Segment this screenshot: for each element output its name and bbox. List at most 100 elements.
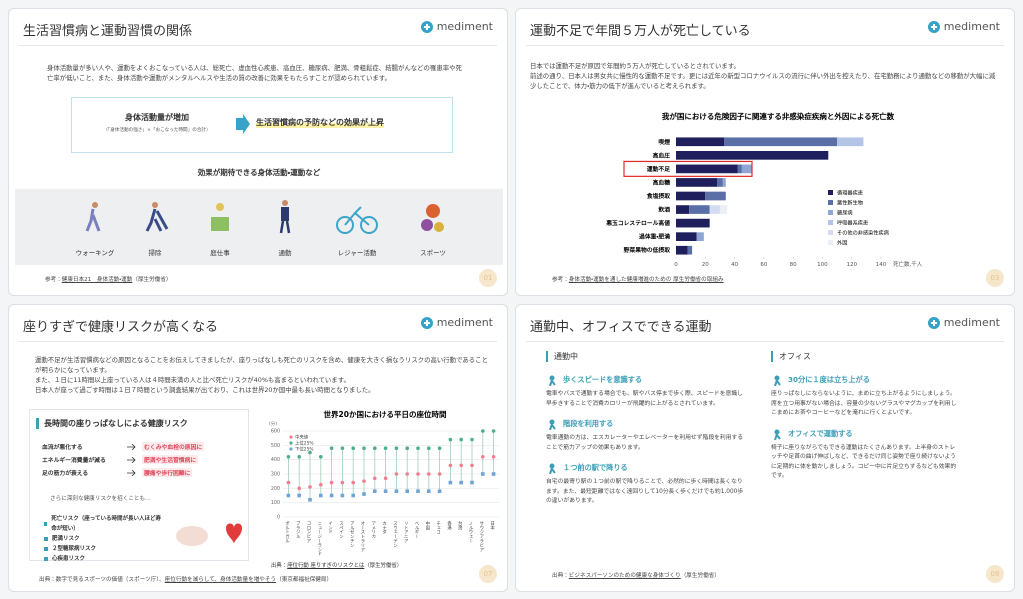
dot [394, 446, 399, 450]
category-label: 悪玉コレステロール高値 [606, 219, 670, 227]
legend-label: 悪性新生物 [837, 199, 863, 207]
legend-swatch [828, 240, 833, 245]
legend-swatch [289, 441, 293, 445]
divider [526, 341, 1004, 342]
item-heading: １つ前の駅で降りる [546, 462, 746, 474]
column-heading: 通勤中 [546, 351, 746, 362]
dot [459, 480, 463, 485]
item: １つ前の駅で降りる 自宅の最寄り駅の１つ前の駅で降りることで、必然的に歩く時間は長… [546, 462, 746, 507]
category-label: コロンビア [306, 521, 311, 544]
dot [437, 489, 442, 493]
dot [405, 446, 409, 450]
page-number: 08 [986, 565, 1004, 583]
dot [470, 463, 474, 468]
dot [308, 498, 312, 502]
x-tick-label: 60 [760, 262, 767, 268]
body-text: 身体活動量が多い人や、運動をよくおこなっている人は、総死亡、虚血性心疾患、高血圧… [47, 64, 462, 82]
x-tick-label: 20 [702, 262, 709, 268]
page-number: 07 [479, 565, 497, 583]
body-text: 日本では運動不足が原因で年間約５万人が死亡しているとされています。 前述の通り、… [530, 61, 1000, 91]
dot [286, 480, 291, 485]
brand-icon [420, 316, 433, 329]
item-title: オフィスで運動する [788, 428, 853, 438]
bar-segment [737, 164, 742, 174]
item-text: 座りっぱなしにならないように、まめに立ち上がるようにしましょう。席を立つ用事がな… [771, 391, 957, 416]
lead-text: さらに深刻な健康リスクを招くことも… [50, 496, 151, 502]
heart [226, 523, 242, 544]
bar-segment [689, 205, 710, 214]
brand-icon [927, 316, 940, 329]
category-label: アメリカ [371, 521, 376, 540]
brand-icon [927, 20, 940, 33]
bar-segment [741, 164, 753, 174]
category-label: 食塩摂取 [646, 192, 670, 200]
box-left: 身体活動量が増加 [125, 113, 189, 122]
effect: 腰痛や歩行困難に [142, 468, 193, 477]
dot [297, 455, 301, 459]
slide: 座りすぎで健康リスクが高くなる mediment 運動不足が生活習慣病などの原因… [8, 304, 508, 592]
slide-title: 通勤中、オフィスでできる運動 [530, 320, 712, 335]
activity-label: 庭仕事 [210, 249, 230, 257]
source-link[interactable]: 座位行動を減らして、身体活動量を増やそう [164, 577, 277, 583]
slide-title: 座りすぎで健康リスクが高くなる [23, 320, 219, 335]
legend-swatch [828, 200, 833, 205]
category-label: 台湾 [457, 520, 462, 531]
x-axis-label: 死亡数,千人 [893, 260, 923, 268]
risk-item: 死亡リスク（座っている時間が長い人ほど寿命が短い） [44, 514, 164, 534]
brand: mediment [927, 316, 1000, 329]
brand-icon [420, 20, 433, 33]
bar-segment [687, 245, 693, 255]
activity-label: ウォーキング [75, 249, 115, 257]
source: 出典：ビジネスパーソンのための健康な身体づくり（厚生労働省） [552, 571, 720, 579]
box-left-note: （「身体活動の強さ」×「おこなった時間」の合計） [103, 128, 211, 133]
icon-cleaning [145, 202, 169, 232]
item-heading: 歩くスピードを意識する [546, 374, 746, 386]
brand-name: mediment [943, 316, 1000, 329]
slide-title: 生活習慣病と運動習慣の関係 [23, 24, 193, 39]
dot [308, 450, 312, 455]
risk-text: 死亡リスク（座っている時間が長い人ほど寿命が短い） [51, 516, 162, 532]
dot [481, 455, 485, 459]
source-link[interactable]: 座位行動 座りすぎのリスクとは [287, 563, 365, 569]
cause: 足の筋力が衰える [42, 471, 89, 477]
source-org: （厚生労働省） [132, 277, 172, 283]
dot [405, 489, 409, 493]
legend-label: 上位25% [295, 440, 314, 447]
item-text: 椅子に座りながらでもできる運動はたくさんあります。上半身のストレッチや足首の曲げ… [771, 444, 957, 480]
dot [319, 493, 323, 498]
icon-garden [211, 203, 229, 231]
bullet [44, 547, 48, 551]
dot [383, 489, 388, 493]
source-link[interactable]: 健康日本21 身体活動・運動 [61, 277, 133, 283]
paragraph: また、１日に11時間以上座っている人は４時間未満の人と比べ死亡リスクが40%も高… [35, 376, 350, 384]
source-org: （厚生労働省） [680, 573, 720, 579]
bar-segment [696, 232, 704, 242]
legend-swatch [289, 447, 293, 451]
effect: 肥満や生活習慣病に [142, 455, 199, 464]
legend-label: 循環器疾患 [837, 189, 863, 197]
dot [427, 446, 431, 450]
source-link[interactable]: 身体活動・運動を通した健康増進のための 厚生労働省の取組み [568, 277, 724, 283]
icon-commute [279, 200, 291, 234]
bar-segment [676, 191, 706, 201]
source-link[interactable]: ビジネスパーソンのための健康な身体づくり [568, 573, 681, 579]
category-label: 中国 [425, 520, 430, 531]
icon-shape [774, 433, 781, 440]
source-label: 参考： [552, 277, 569, 283]
arrow-shape [127, 443, 136, 450]
dot [470, 437, 474, 442]
category-label: カナダ [382, 521, 387, 536]
risk-item: 心疾患リスク [44, 554, 164, 564]
legend-swatch [828, 210, 833, 215]
dot [470, 480, 474, 485]
item-text: 電車通勤の方は、エスカレーターやエレベーターを利用せず階段を利用することで筋力ア… [546, 435, 744, 451]
dot [362, 479, 366, 483]
page-number: 03 [986, 269, 1004, 287]
info-box: 身体活動量が増加 （「身体活動の強さ」×「おこなった時間」の合計） 生活習慣病の… [71, 97, 453, 153]
bar-segment [705, 191, 726, 201]
brand-name: mediment [943, 20, 1000, 33]
category-label: 高血糖 [653, 178, 671, 186]
dot [373, 489, 377, 493]
divider [526, 45, 1004, 46]
